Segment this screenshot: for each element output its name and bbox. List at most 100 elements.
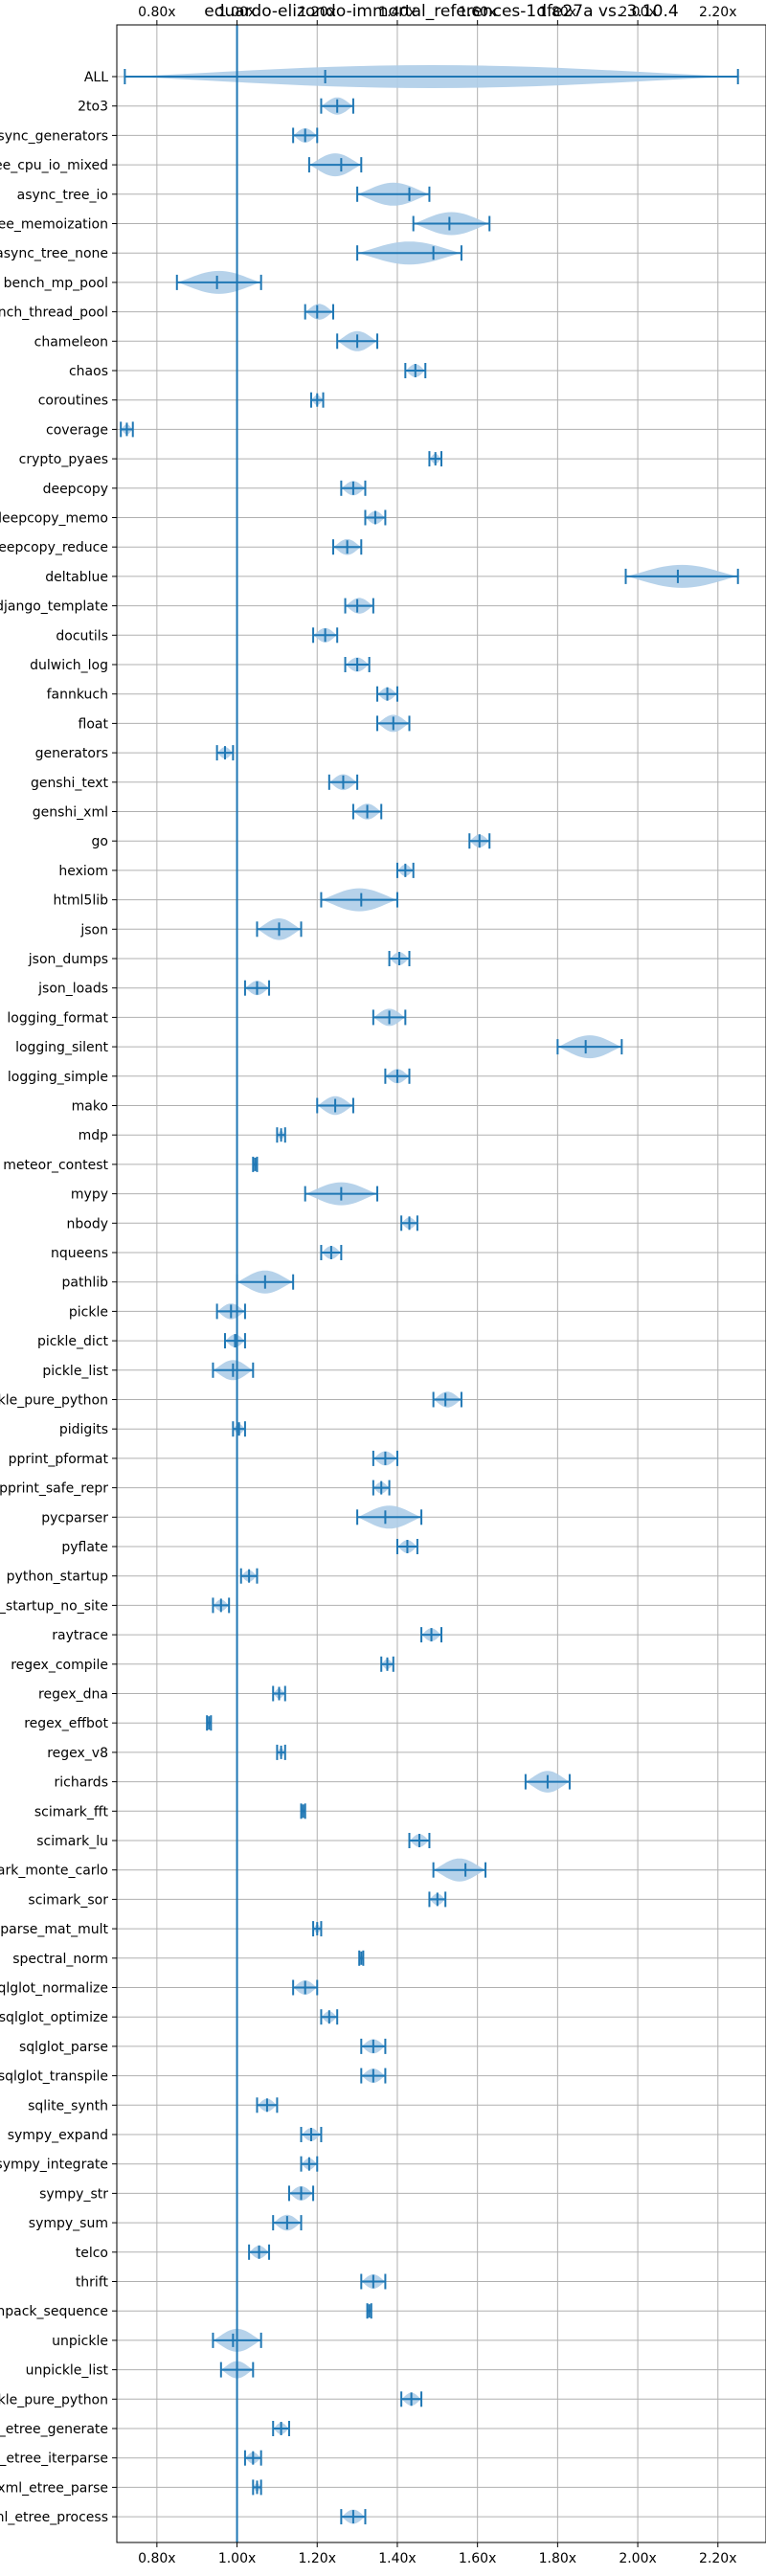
y-tick-label: mako [72,1099,108,1115]
violin-pycparser [356,1505,423,1529]
violin-nbody [400,1215,418,1232]
violin-mdp [276,1127,286,1143]
violin-xml_etree_parse [252,2479,262,2496]
y-tick-label: logging_format [7,1010,108,1026]
y-tick-label: xml_etree_generate [0,2422,108,2437]
y-tick-label: pprint_pformat [9,1452,109,1467]
violin-logging_format [372,1008,407,1027]
y-tick-label: genshi_xml [33,805,108,821]
violin-fannkuch [376,686,398,702]
x-tick-label-bottom: 1.20x [299,2551,336,2566]
y-tick-label: sqlglot_optimize [0,2010,108,2025]
violin-logging_silent [556,1035,623,1059]
y-tick-label: hexiom [58,864,108,879]
violin-scimark_lu [408,1833,431,1848]
violin-richards [524,1771,571,1793]
violin-genshi_text [327,774,359,791]
x-tick-label-top: 1.80x [539,5,576,20]
violin-chameleon [336,330,379,351]
violin-chaos [404,363,427,378]
violin-thrift [360,2273,387,2290]
violin-pickle_pure_python [432,1391,462,1408]
violin-raytrace [420,1627,442,1643]
y-tick-label: float [79,716,109,732]
y-tick-label: scimark_sor [28,1892,108,1908]
x-tick-label-top: 1.00x [218,5,256,20]
x-tick-label-bottom: 1.60x [459,2551,496,2566]
violin-xml_etree_process [340,2509,367,2525]
y-tick-label: json [79,922,108,938]
y-tick-label: pprint_safe_repr [0,1481,108,1497]
violin-regex_compile [380,1656,394,1672]
violin-sqlite_synth [256,2097,279,2113]
violin-sympy_integrate [300,2156,319,2172]
y-tick-label: docutils [56,628,108,644]
x-tick-label-bottom: 1.80x [539,2551,576,2566]
violin-scimark_sor [428,1891,447,1908]
violin-dulwich_log [344,657,371,672]
violin-scimark_fft [300,1803,306,1819]
y-tick-label: pyflate [61,1540,108,1555]
violin-meteor_contest [252,1156,259,1172]
y-tick-label: sqlglot_normalize [0,1981,108,1997]
violin-float [376,714,411,733]
violin-sympy_sum [272,2214,303,2231]
y-tick-label: richards [55,1775,109,1791]
violin-async_tree_none [356,241,462,265]
violin-python_startup [239,1568,259,1584]
y-tick-label: thrift [76,2275,109,2291]
y-tick-label: sympy_str [39,2186,108,2202]
y-tick-label: async_tree_memoization [0,217,108,233]
x-tick-label-top: 0.80x [138,5,175,20]
violin-regex_v8 [276,1744,286,1760]
y-axis-ticks: ALL 2to3 async_generators async_tree_cpu_io… [0,70,117,2525]
violin-deltablue [624,564,739,588]
y-tick-label: async_tree_io [17,188,108,203]
y-tick-label: raytrace [52,1628,108,1643]
violin-genshi_xml [351,803,383,820]
y-tick-label: chaos [69,364,108,379]
y-tick-label: sqlglot_transpile [0,2069,108,2085]
y-tick-label: scimark_lu [36,1834,108,1849]
violin-xml_etree_iterparse [243,2450,262,2466]
violin-deepcopy_reduce [332,538,363,555]
violin-pickle_list [212,1360,255,1381]
y-tick-label: pidigits [59,1422,108,1437]
y-tick-label: deltablue [45,570,108,585]
violin-xml_etree_generate [272,2421,290,2436]
violin-logging_simple [384,1068,411,1084]
violin-sympy_expand [300,2127,323,2142]
violin-nqueens [320,1245,343,1260]
violin-scimark_sparse_mat_mult [312,1921,323,1937]
y-tick-label: regex_effbot [24,1716,108,1731]
violin-sqlglot_normalize [292,1979,319,1996]
y-tick-label: 2to3 [78,100,108,115]
y-tick-label: scimark_fft [34,1804,109,1819]
y-tick-label: json_dumps [28,952,108,967]
violin-coverage [120,421,134,438]
y-tick-label: unpickle [52,2334,108,2349]
y-tick-label: go [92,834,108,849]
y-tick-label: json_loads [37,982,108,997]
violin-mypy [304,1182,379,1206]
y-tick-label: spectral_norm [12,1952,108,1967]
violin-mako [316,1096,354,1116]
x-axis-ticks: 0.80x 0.80x 1.00x 1.00x 1.20x 1.20x 1.40x 1.40x… [138,5,736,2566]
x-tick-label-bottom: 0.80x [138,2551,175,2566]
y-tick-label: pycparser [41,1510,108,1525]
x-tick-label-top: 2.20x [699,5,736,20]
y-tick-label: meteor_contest [3,1158,108,1173]
violin-bench_mp_pool [175,270,262,294]
violin-hexiom [395,862,415,878]
y-tick-label: async_tree_none [0,246,108,261]
violin-deepcopy [340,480,367,496]
y-tick-label: sqlglot_parse [19,2040,108,2055]
violin-sqlglot_transpile [360,2068,387,2084]
y-tick-label: bench_mp_pool [4,276,108,291]
y-tick-label: genshi_text [31,776,109,791]
y-tick-label: mypy [71,1187,108,1203]
violin-async_generators [292,127,319,144]
violin-telco [248,2244,271,2260]
y-tick-label: pickle [69,1304,108,1320]
y-tick-label: sympy_integrate [0,2158,108,2173]
